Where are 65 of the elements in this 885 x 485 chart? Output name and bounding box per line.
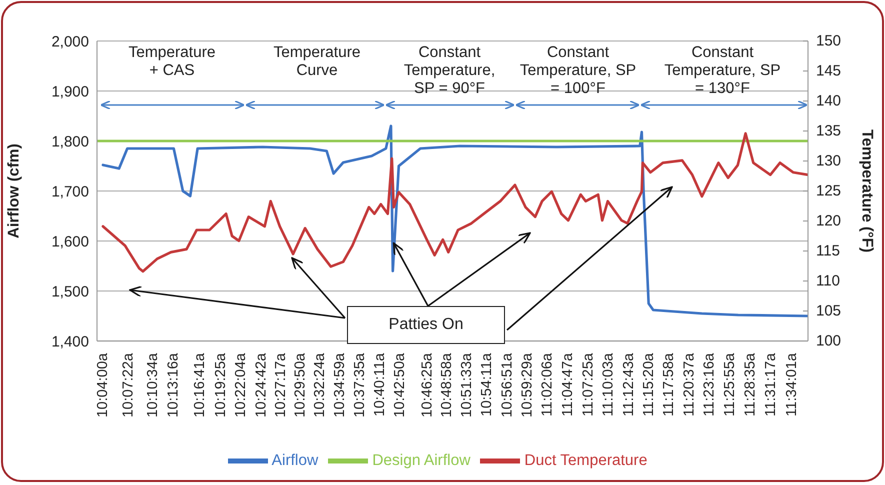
annotation: Constant Temperature, SP = 130°F xyxy=(663,44,782,98)
x-tick-label: 11:23:16a xyxy=(702,352,718,416)
annotation: Constant Temperature, SP = 100°F xyxy=(518,44,638,98)
x-tick-label: 10:27:17a xyxy=(273,352,290,418)
y-tick-label: 2,000 xyxy=(51,33,89,50)
y2-tick-label: 110 xyxy=(816,272,840,290)
x-tick-label: 10:13:16a xyxy=(166,352,182,418)
x-tick-label: 10:42:50a xyxy=(392,352,408,418)
callout-box: Patties On xyxy=(347,306,505,344)
x-tick-label: 10:07:22a xyxy=(120,352,137,418)
y2-tick-label: 125 xyxy=(816,182,842,200)
y2-axis-title: Temperature (°F) xyxy=(858,129,876,253)
y-tick-label: 1,800 xyxy=(51,133,89,150)
x-tick-label: 11:02:06a xyxy=(540,352,556,416)
y2-tick-label: 130 xyxy=(816,152,842,170)
x-tick-label: 11:20:37a xyxy=(681,352,698,416)
x-tick-label: 11:28:35a xyxy=(742,352,758,416)
x-tick-label: 10:22:04a xyxy=(233,352,250,418)
y2-tick-label: 150 xyxy=(816,32,842,50)
x-tick-label: 10:54:11a xyxy=(478,352,495,416)
line-series xyxy=(102,124,808,318)
x-tick-label: 10:37:35a xyxy=(352,352,368,418)
legend-label: Airflow xyxy=(272,452,318,470)
y2-tick-label: 145 xyxy=(816,62,842,80)
y2-tick-label: 140 xyxy=(816,92,842,110)
annotation: Constant Temperature, SP = 90°F xyxy=(402,44,496,98)
x-tick-label: 10:51:33a xyxy=(458,352,475,418)
y2-tick-label: 100 xyxy=(816,332,842,350)
y-tick-label: 1,600 xyxy=(51,233,89,250)
y-tick-label: 1,500 xyxy=(51,283,89,300)
y-axis-title: Airflow (cfm) xyxy=(6,144,23,238)
x-tick-label: 11:17:58a xyxy=(661,352,678,416)
x-tick-label: 10:34:59a xyxy=(332,352,348,418)
y-tick-label: 1,400 xyxy=(51,333,89,350)
x-tick-label: 10:48:58a xyxy=(439,352,456,418)
x-tick-label: 10:10:34a xyxy=(145,352,162,418)
x-tick-label: 10:29:50a xyxy=(292,352,309,418)
y2-tick-label: 105 xyxy=(816,302,842,320)
x-tick-label: 10:59:29a xyxy=(520,352,536,418)
x-tick-label: 11:12:43a xyxy=(620,352,637,416)
y2-tick-label: 135 xyxy=(816,122,842,140)
x-tick-label: 11:04:47a xyxy=(560,352,576,416)
y-tick-label: 1,900 xyxy=(51,83,89,100)
x-tick-label: 10:46:25a xyxy=(420,352,436,418)
x-tick-label: 11:31:17a xyxy=(762,352,779,416)
x-tick-label: 10:32:24a xyxy=(312,352,328,418)
y2-tick-label: 120 xyxy=(816,212,842,230)
line-series xyxy=(102,132,808,273)
x-tick-label: 11:15:20a xyxy=(640,352,657,416)
y2-tick-label: 115 xyxy=(816,242,840,260)
annotation: Temperature Curve xyxy=(272,44,362,80)
x-tick-label: 11:10:03a xyxy=(600,352,616,416)
legend-label: Duct Temperature xyxy=(524,452,648,470)
x-tick-label: 10:04:00a xyxy=(94,352,111,418)
x-tick-label: 11:07:25a xyxy=(580,352,596,416)
x-tick-label: 10:40:11a xyxy=(372,352,388,416)
annotation: Temperature + CAS xyxy=(127,44,216,80)
x-tick-label: 10:16:41a xyxy=(192,352,208,418)
x-tick-label: 10:56:51a xyxy=(499,352,516,418)
x-tick-label: 10:19:25a xyxy=(212,352,229,418)
x-tick-label: 10:24:42a xyxy=(253,352,270,418)
x-tick-label: 11:34:01a xyxy=(784,352,800,416)
y-tick-label: 1,700 xyxy=(51,183,89,200)
x-tick-label: 11:25:55a xyxy=(722,352,738,416)
legend-label: Design Airflow xyxy=(372,452,470,470)
